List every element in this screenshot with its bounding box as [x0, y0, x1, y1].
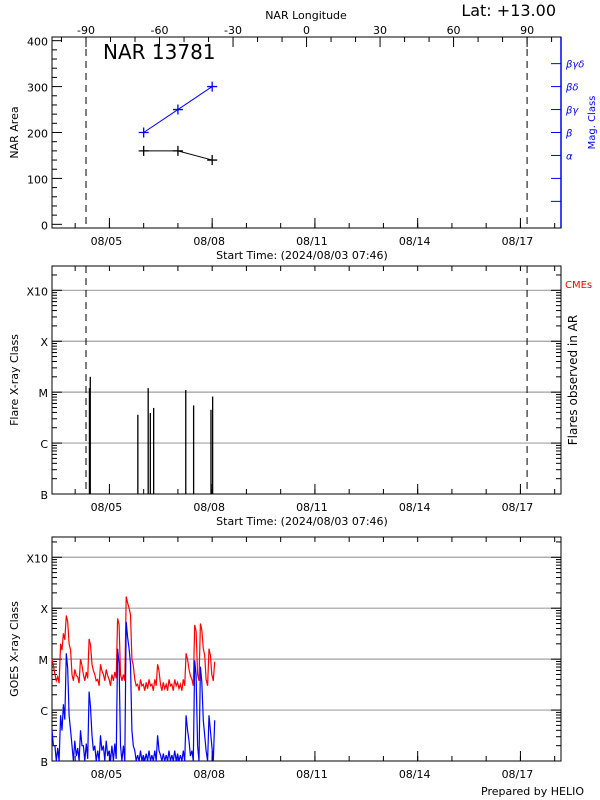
longitude-tick-label: -90 — [77, 24, 95, 37]
y-tick-label: 200 — [27, 128, 48, 141]
longitude-tick-label: -30 — [224, 24, 242, 37]
y-tick-label: 100 — [27, 173, 48, 186]
x-tick-label: 08/14 — [399, 768, 431, 781]
region-title: NAR 13781 — [103, 40, 216, 64]
y-tick-label: C — [40, 705, 48, 718]
longitude-tick-label: 60 — [447, 24, 461, 37]
x-tick-label: 08/05 — [91, 768, 123, 781]
y-tick-label: X10 — [26, 285, 48, 298]
cme-label: CMEs — [565, 280, 592, 291]
y-tick-label: 400 — [27, 36, 48, 49]
y-axis-label: Flare X-ray Class — [8, 334, 21, 426]
x-axis-label: Start Time: (2024/08/03 07:46) — [216, 249, 388, 262]
x-tick-label: 08/14 — [399, 501, 431, 514]
right-axis-label: Flares observed in AR — [566, 315, 580, 445]
y-tick-label: X10 — [26, 552, 48, 565]
y-tick-label: C — [40, 438, 48, 451]
x-tick-label: 08/14 — [399, 235, 431, 248]
y-tick-label: M — [39, 654, 49, 667]
x-tick-label: 08/08 — [193, 235, 225, 248]
x-tick-label: 08/11 — [296, 501, 328, 514]
longitude-tick-label: -60 — [151, 24, 169, 37]
x-tick-label: 08/08 — [193, 501, 225, 514]
y-axis-label: GOES X-ray Class — [8, 601, 21, 697]
y-tick-label: M — [39, 387, 49, 400]
mag_class-point-marker — [207, 81, 218, 92]
x-tick-label: 08/05 — [91, 235, 123, 248]
y-tick-label: B — [40, 489, 48, 502]
mag-class-tick-label: α — [566, 151, 573, 162]
area-point-marker — [172, 145, 183, 156]
x-tick-label: 08/11 — [296, 768, 328, 781]
longitude-tick-label: 30 — [373, 24, 387, 37]
y-tick-label: X — [40, 603, 48, 616]
mag-class-tick-label: βγδ — [565, 60, 584, 71]
plot-frame — [51, 265, 562, 495]
area-point-marker — [138, 145, 149, 156]
y-tick-label: X — [40, 336, 48, 349]
x-axis-label: Start Time: (2024/08/03 07:46) — [216, 515, 388, 528]
x-tick-label: 08/17 — [502, 768, 534, 781]
mag_class-point-marker — [138, 127, 149, 138]
plot-frame — [51, 536, 562, 762]
y-tick-label: 300 — [27, 82, 48, 95]
y-axis-label: NAR Area — [8, 106, 21, 158]
mag-class-tick-label: β — [565, 129, 573, 140]
x-tick-label: 08/11 — [296, 235, 328, 248]
x-tick-label: 08/08 — [193, 768, 225, 781]
mag-class-tick-label: βγ — [565, 106, 579, 117]
area-point-marker — [207, 155, 218, 166]
latitude-label: Lat: +13.00 — [461, 1, 556, 20]
y-tick-label: B — [40, 756, 48, 769]
x-tick-label: 08/17 — [502, 235, 534, 248]
mag-class-axis-label: Mag. Class — [587, 96, 598, 150]
mag-class-tick-label: βδ — [565, 83, 579, 94]
goes-long-flux-line — [51, 596, 216, 692]
prepared-by-label: Prepared by HELIO — [481, 785, 584, 798]
longitude-axis-label: NAR Longitude — [265, 9, 347, 22]
mag_class-point-marker — [172, 104, 183, 115]
goes-short-flux-line — [51, 621, 216, 762]
x-tick-label: 08/05 — [91, 501, 123, 514]
x-tick-label: 08/17 — [502, 501, 534, 514]
longitude-tick-label: 90 — [520, 24, 534, 37]
longitude-tick-label: 0 — [303, 24, 310, 37]
plot-frame — [51, 36, 562, 229]
y-tick-label: 0 — [41, 219, 48, 232]
